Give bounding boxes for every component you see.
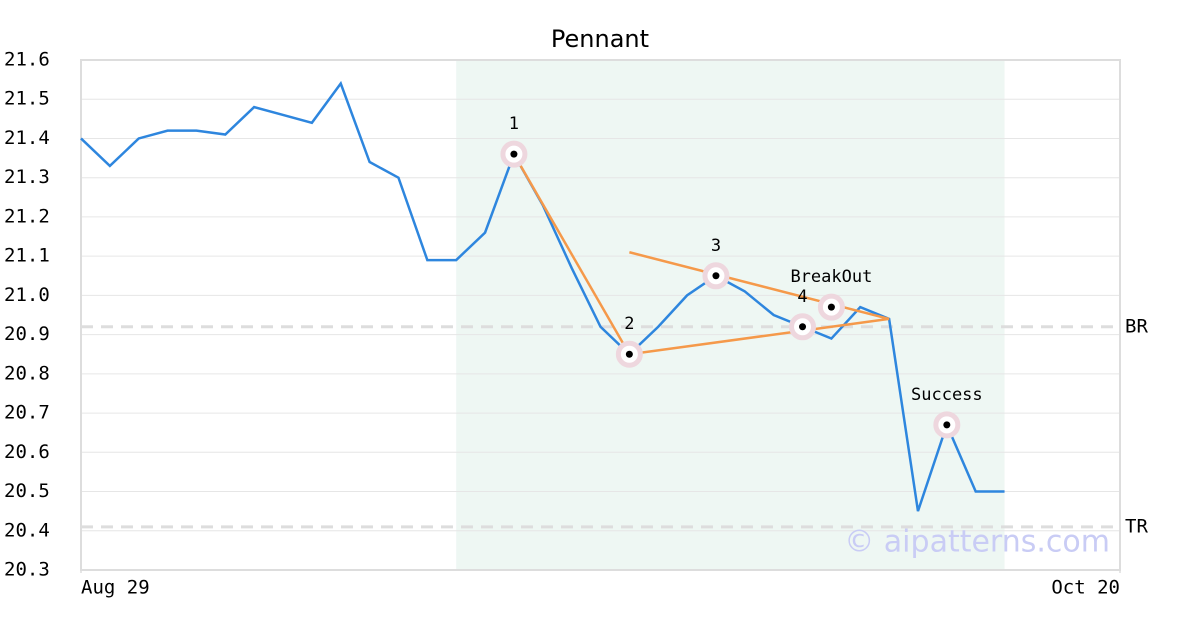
y-tick-label: 20.6	[4, 441, 50, 463]
pivot-label: 1	[509, 114, 519, 134]
y-tick-label: 21.2	[4, 205, 50, 227]
pivot-dot	[625, 350, 633, 358]
y-tick-label: 20.3	[4, 559, 50, 581]
chart-title: Pennant	[551, 25, 649, 53]
trend-line	[629, 317, 890, 356]
y-tick-label: 21.4	[4, 127, 50, 149]
trend-line	[512, 153, 631, 355]
y-tick-label: 20.7	[4, 402, 50, 424]
x-tick-label: Oct 20	[1051, 577, 1120, 599]
pivot-label: BreakOut	[790, 267, 872, 287]
y-tick-label: 21.3	[4, 166, 50, 188]
pattern-region	[456, 60, 1005, 570]
y-tick-label: 21.0	[4, 284, 50, 306]
pivot-dot	[943, 421, 951, 429]
y-tick-label: 21.5	[4, 88, 50, 110]
x-tick-label: Aug 29	[81, 577, 150, 599]
pivot-dot	[799, 323, 807, 331]
pivot-dot	[712, 272, 720, 280]
y-tick-label: 20.5	[4, 480, 50, 502]
y-tick-label: 21.6	[4, 49, 50, 71]
level-label: BR	[1125, 315, 1148, 337]
pivot-label: Success	[911, 385, 983, 405]
watermark: © aipatterns.com	[844, 525, 1110, 560]
pivot-dot	[510, 150, 518, 158]
y-tick-label: 20.8	[4, 362, 50, 384]
pivot-dot	[827, 303, 835, 311]
pivot-label: 4	[797, 287, 807, 307]
y-tick-label: 20.4	[4, 519, 50, 541]
pivot-label: 3	[711, 236, 721, 256]
plot-frame	[80, 59, 1121, 571]
trend-line	[629, 251, 890, 321]
pivot-label: 2	[624, 314, 634, 334]
y-tick-label: 20.9	[4, 323, 50, 345]
y-tick-label: 21.1	[4, 245, 50, 267]
level-label: TR	[1125, 515, 1148, 537]
